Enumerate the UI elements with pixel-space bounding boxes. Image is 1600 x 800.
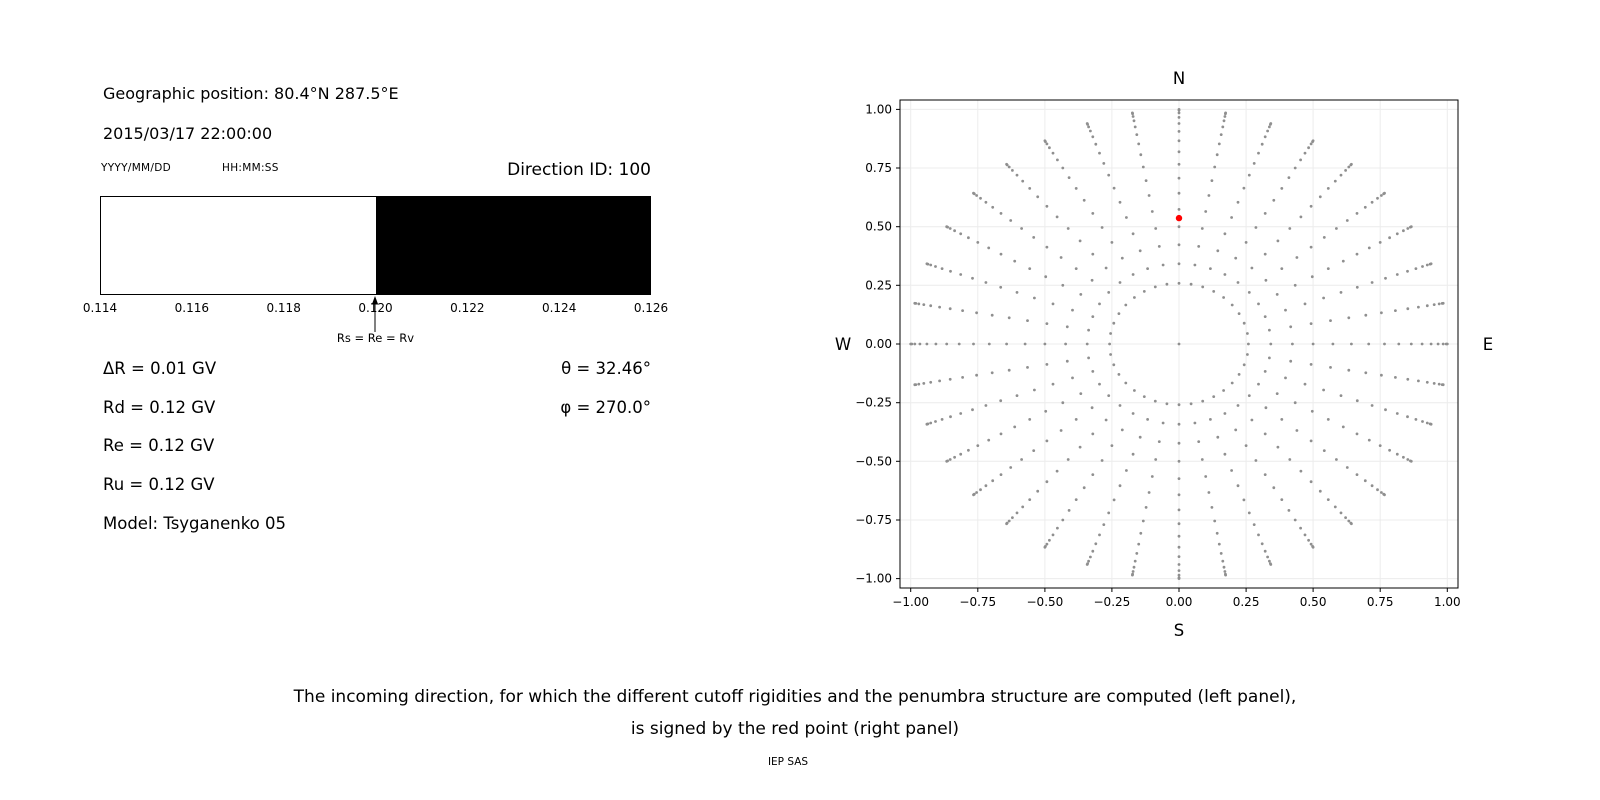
plot-axes: −1.00−1.00 −0.75 −0.75 −0.50 −0.50 −0.25 −0.25… [855,99,1461,609]
caption-line-1: The incoming direction, for which the di… [293,687,1297,707]
x-tick-label: 1.00 [1434,595,1461,609]
direction-scatter-plot: −1.00−1.00 −0.75 −0.75 −0.50 −0.50 −0.25 −0.25… [835,69,1493,640]
x-tick-label: 0.75 [1367,595,1394,609]
direction-angles: θ = 32.46° φ = 270.0° [501,350,651,427]
datetime-label: 2015/03/17 22:00:00 [103,124,273,143]
direction-grid-dots [909,108,1449,580]
compass-south-label: S [1174,621,1184,640]
x-tick-label: −1.00 [892,595,929,609]
y-tick-label: −0.75 [855,513,892,527]
y-tick-label: −1.00 [855,572,892,586]
penumbra-forbidden-region [375,197,650,294]
re-value: Re = 0.12 GV [103,436,215,456]
ru-value: Ru = 0.12 GV [103,475,215,495]
x-tick-label: 0.25 [1233,595,1260,609]
penumbra-tick-label: 0.124 [541,301,577,315]
rd-value: Rd = 0.12 GV [103,397,216,417]
compass-north-label: N [1173,69,1185,88]
penumbra-tick-label: 0.116 [174,301,210,315]
time-format-label: HH:MM:SS [222,162,279,174]
penumbra-chart [100,196,651,295]
cutoff-arrow-icon [371,296,379,332]
compass-west-label: W [835,335,851,354]
x-tick-label: 0.50 [1300,595,1327,609]
penumbra-tick-label: 0.114 [82,301,118,315]
geographic-position-label: Geographic position: 80.4°N 287.5°E [103,84,399,103]
y-tick-label: 0.75 [865,161,892,175]
penumbra-tick-label: 0.126 [633,301,669,315]
phi-value: φ = 270.0° [560,397,651,417]
x-tick-label: −0.25 [1094,595,1131,609]
y-tick-label: 1.00 [865,102,892,116]
selected-direction-point [1175,214,1183,222]
compass-east-label: E [1483,335,1493,354]
penumbra-tick-label: 0.122 [450,301,485,315]
plot-border [899,99,1459,589]
credit-label: IEP SAS [767,756,809,768]
y-tick-label: 0.50 [865,220,892,234]
theta-value: θ = 32.46° [561,359,651,378]
penumbra-tick-label: 0.118 [266,301,301,315]
rigidity-info: ΔR = 0.01 GV Rd = 0.12 GV Re = 0.12 GV R… [103,350,286,544]
y-tick-label: 0.25 [865,278,892,292]
delta-r-value: ΔR = 0.01 GV [103,359,217,378]
direction-id-label: Direction ID: 100 [507,160,651,180]
x-tick-label: −0.50 [1027,595,1064,609]
y-tick-label: −0.50 [855,454,892,468]
x-tick-label: 0.00 [1166,595,1193,609]
y-tick-label: −0.25 [855,396,892,410]
cutoff-arrow-label: Rs = Re = Rv [336,331,415,345]
model-label: Model: Tsyganenko 05 [103,513,287,533]
x-tick-label: −0.75 [959,595,996,609]
date-format-label: YYYY/MM/DD [101,162,172,174]
caption-line-2: is signed by the red point (right panel) [630,719,960,739]
y-tick-label: 0.00 [865,337,892,351]
